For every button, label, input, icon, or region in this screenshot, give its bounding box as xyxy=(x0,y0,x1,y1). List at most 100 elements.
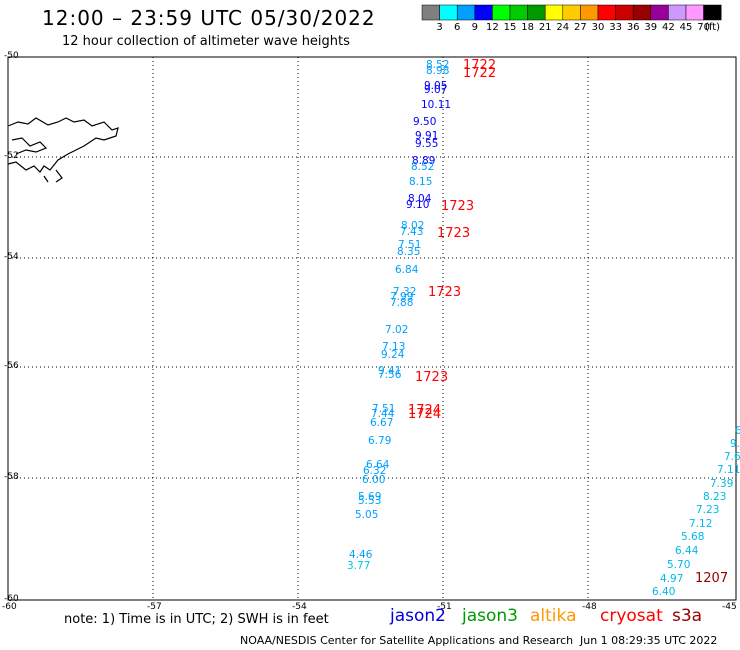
legend-swatch xyxy=(456,4,476,21)
swh-label: 8.98 xyxy=(426,65,449,77)
swh-label: 7.56 xyxy=(378,369,402,381)
pass-time-label: 1723 xyxy=(441,199,474,214)
swh-label: 7.32 xyxy=(393,286,416,298)
legend-swatch xyxy=(439,4,458,21)
swh-label: 7.51 xyxy=(398,239,421,251)
swh-label: 9.05 xyxy=(424,80,447,92)
legend-swatch xyxy=(668,4,687,21)
legend-label: 15 xyxy=(503,22,517,33)
legend-swatch xyxy=(527,4,546,21)
swh-label: 9.10 xyxy=(406,199,429,211)
satellite-legend-cryosat: cryosat xyxy=(600,606,663,626)
swh-label: 7.88 xyxy=(390,297,413,309)
swh-label: 7.23 xyxy=(696,504,719,516)
swh-label: 8.52 xyxy=(411,161,434,173)
legend-swatch xyxy=(615,4,634,21)
swh-label: 9.55 xyxy=(415,138,438,150)
swh-label: 6.40 xyxy=(652,586,675,598)
swh-label: 5.53 xyxy=(358,495,381,507)
legend-swatch xyxy=(492,4,511,21)
satellite-legend-s3a: s3a xyxy=(672,606,703,626)
footer-note: note: 1) Time is in UTC; 2) SWH is in fe… xyxy=(64,612,329,627)
longitude-tick: -51 xyxy=(437,602,452,612)
legend-swatch xyxy=(509,4,528,21)
swh-label: 8.15 xyxy=(409,176,432,188)
legend-label: 18 xyxy=(521,22,534,33)
pass-time-label: 1723 xyxy=(428,285,461,300)
swh-label: 5.68 xyxy=(681,531,704,543)
swh-label: 9.50 xyxy=(413,116,436,128)
pass-time-label: 1724 xyxy=(408,403,441,418)
color-legend xyxy=(421,4,722,21)
swh-label: 4.97 xyxy=(660,573,683,585)
latitude-tick: -58 xyxy=(4,472,19,482)
swh-label: 9.07 xyxy=(424,84,447,96)
legend-label: 30 xyxy=(591,22,605,33)
swh-label: 8.02 xyxy=(401,220,424,232)
legend-swatch xyxy=(685,4,704,21)
legend-label: 24 xyxy=(556,22,570,33)
swh-label: 6.67 xyxy=(370,417,393,429)
legend-swatch xyxy=(544,4,564,21)
swh-label: 6.00 xyxy=(362,474,385,486)
swh-label: 8.35 xyxy=(397,246,420,258)
longitude-tick: -60 xyxy=(2,602,17,612)
legend-label: 36 xyxy=(626,22,640,33)
swh-label: 7.02 xyxy=(385,324,408,336)
swh-label: 7.51 xyxy=(372,403,395,415)
swh-label: 6.32 xyxy=(363,465,386,477)
legend-label: 12 xyxy=(486,22,499,33)
longitude-tick: -45 xyxy=(722,602,737,612)
swh-label: 9.41 xyxy=(378,365,401,377)
pass-time-label: 1723 xyxy=(415,370,448,385)
swh-label: 6.44 xyxy=(675,545,699,557)
legend-label: 3 xyxy=(436,22,443,33)
swh-label: 8.89 xyxy=(412,155,435,167)
legend-label: 27 xyxy=(574,22,587,33)
legend-swatch xyxy=(632,4,652,21)
swh-label: 7.99 xyxy=(390,291,413,303)
legend-label: 9 xyxy=(471,22,478,33)
pass-time-label: 1722 xyxy=(463,66,496,81)
swh-label: 9.24 xyxy=(381,349,405,361)
swh-label: 7.11 xyxy=(717,464,740,476)
swh-label: 6 xyxy=(735,425,740,437)
swh-label: 9. xyxy=(730,438,740,450)
swh-label: 7.39 xyxy=(710,478,733,490)
legend-label: 39 xyxy=(644,22,658,33)
legend-label: 45 xyxy=(679,22,693,33)
latitude-tick: -50 xyxy=(4,51,19,61)
legend-unit: (ft) xyxy=(705,22,721,33)
swh-label: 6.79 xyxy=(368,435,391,447)
swh-label: 5.05 xyxy=(355,509,378,521)
latitude-tick: -54 xyxy=(4,252,19,262)
swh-label: 6.64 xyxy=(366,459,390,471)
timestamp-text: Jun 1 08:29:35 UTC 2022 xyxy=(580,634,718,647)
latitude-tick: -56 xyxy=(4,361,19,371)
latitude-tick: -60 xyxy=(4,594,19,604)
pass-time-label: 1722 xyxy=(463,58,496,73)
swh-label: 5.69 xyxy=(358,491,381,503)
legend-swatch xyxy=(650,4,669,21)
swh-label: 10.11 xyxy=(421,99,451,111)
legend-swatch xyxy=(580,4,599,21)
pass-time-label: 1724 xyxy=(408,407,441,422)
legend-label: 33 xyxy=(609,22,622,33)
longitude-tick: -54 xyxy=(292,602,307,612)
map-frame xyxy=(7,56,737,601)
swh-label: 7.44 xyxy=(371,408,395,420)
satellite-legend-jason2: jason2 xyxy=(390,606,446,626)
coastline xyxy=(7,117,119,183)
swh-label: 7.6 xyxy=(724,451,740,463)
map-subtitle: 12 hour collection of altimeter wave hei… xyxy=(62,34,350,49)
legend-swatch xyxy=(474,4,493,21)
legend-label: 42 xyxy=(662,22,675,33)
observation-labels: 8.528.989.059.0710.119.509.919.558.898.5… xyxy=(347,58,740,598)
swh-label: 5.70 xyxy=(667,559,690,571)
legend-swatch xyxy=(421,4,440,21)
satellite-legend-altika: altika xyxy=(530,606,577,626)
legend-label: 21 xyxy=(538,22,552,33)
legend-label: 6 xyxy=(454,22,461,33)
swh-label: 4.46 xyxy=(349,549,373,561)
swh-label: 9.91 xyxy=(415,130,438,142)
